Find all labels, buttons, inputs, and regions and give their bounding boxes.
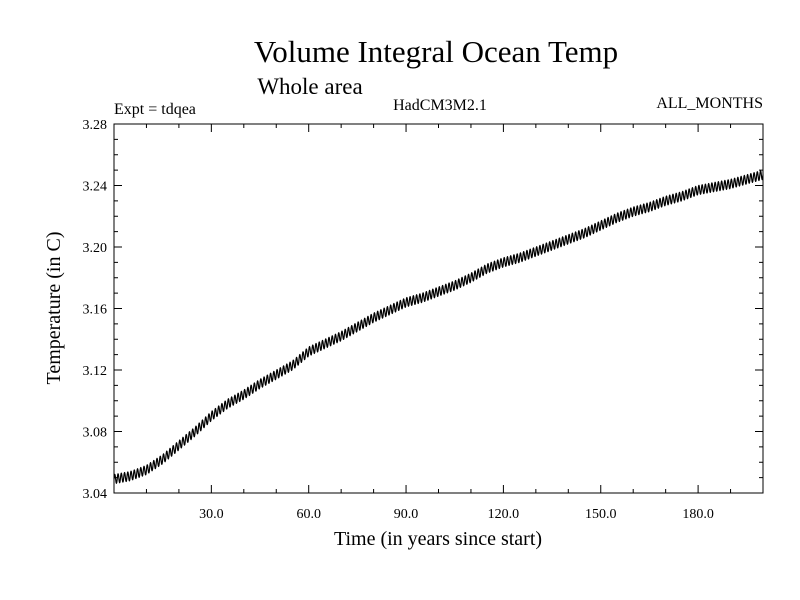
- chart-subtitle: Whole area: [257, 74, 362, 99]
- y-tick-label: 3.04: [83, 487, 108, 502]
- x-tick-label: 60.0: [296, 507, 321, 522]
- series-line: [113, 170, 764, 484]
- x-tick-label: 120.0: [488, 507, 520, 522]
- x-tick-label: 30.0: [199, 507, 224, 522]
- chart-title: Volume Integral Ocean Temp: [254, 34, 618, 69]
- x-axis-label: Time (in years since start): [334, 528, 542, 550]
- y-axis-label: Temperature (in C): [43, 232, 65, 385]
- x-tick-label: 150.0: [585, 507, 617, 522]
- x-tick-label: 90.0: [394, 507, 419, 522]
- model-label: HadCM3M2.1: [393, 97, 487, 114]
- y-tick-label: 3.24: [83, 180, 108, 195]
- experiment-label: Expt = tdqea: [114, 101, 196, 118]
- y-tick-label: 3.08: [83, 426, 108, 441]
- y-tick-label: 3.12: [83, 364, 108, 379]
- y-tick-label: 3.16: [83, 303, 108, 318]
- y-tick-label: 3.20: [83, 241, 108, 256]
- plot-frame: [113, 123, 764, 494]
- plot-area: 30.0 60.0 90.0 120.0 150.0 180.0 3.04 3.08 3.12 3…: [83, 118, 764, 522]
- y-tick-label: 3.28: [83, 118, 108, 133]
- months-label: ALL_MONTHS: [656, 95, 763, 112]
- x-tick-label: 180.0: [682, 507, 714, 522]
